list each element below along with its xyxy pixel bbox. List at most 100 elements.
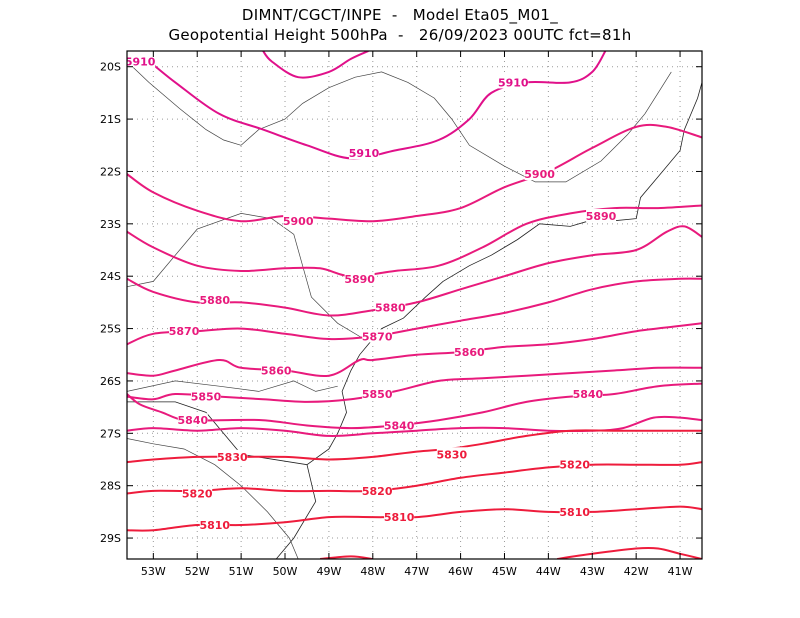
contour-label-bg (559, 457, 590, 471)
contour-label-bg (384, 418, 415, 432)
x-tick-label: 52W (185, 565, 210, 578)
x-tick-label: 47W (404, 565, 429, 578)
contour-label-bg (261, 363, 292, 377)
contour-label: 5880 (199, 294, 230, 307)
contour-line-5910 (262, 51, 369, 79)
contour-label-bg (127, 54, 156, 68)
y-tick-label: 25S (100, 323, 121, 336)
contour-label-bg (454, 345, 485, 359)
x-tick-label: 48W (360, 565, 385, 578)
x-tick-label: 50W (273, 565, 298, 578)
contour-label: 5880 (375, 302, 406, 315)
contour-label: 5810 (199, 519, 230, 532)
contour-label-bg (199, 517, 230, 531)
contour-line-5910 (127, 51, 607, 160)
x-tick-label: 51W (229, 565, 254, 578)
contour-line-5830 (127, 429, 702, 464)
contour-label: 5820 (559, 459, 590, 472)
axis-ticks: 53W 52W 51W 50W 49W 48W 47W 46W 45W 44W 43W 42W 41W 2… (100, 51, 702, 578)
state-border (127, 438, 299, 559)
contour-label-bg (375, 300, 406, 314)
y-tick-label: 26S (100, 375, 121, 388)
y-tick-label: 28S (100, 480, 121, 493)
contour-label-bg (283, 214, 314, 228)
y-tick-label: 20S (100, 61, 121, 74)
contour-label: 5910 (125, 55, 156, 68)
contour-label: 5900 (524, 168, 555, 181)
contour-line-5870 (127, 277, 702, 346)
x-tick-label: 41W (668, 565, 693, 578)
contour-label: 5810 (559, 506, 590, 519)
contour-label: 5840 (384, 419, 415, 432)
coastline-south (275, 464, 317, 559)
x-tick-label: 42W (624, 565, 649, 578)
contour-label-bg (169, 324, 200, 338)
contour-label: 5840 (178, 414, 209, 427)
contour-line-5820 (127, 461, 702, 495)
contour-label: 5870 (169, 325, 200, 338)
contour-label: 5870 (362, 330, 393, 343)
contour-label-bg (177, 413, 208, 427)
contour-label-bg (191, 389, 222, 403)
contour-label-bg (362, 329, 393, 343)
contour-label: 5910 (498, 76, 529, 89)
contour-label-bg (384, 510, 415, 524)
contour-line-5900 (127, 123, 702, 223)
contour-label: 5910 (349, 147, 380, 160)
contour-label: 5900 (283, 215, 314, 228)
contour-label-bg (217, 449, 248, 463)
contour-label: 5860 (454, 346, 485, 359)
contour-label: 5890 (344, 273, 375, 286)
contour-label: 5810 (384, 511, 415, 524)
contour-label-bg (199, 292, 230, 306)
state-border (127, 213, 365, 340)
x-tick-label: 44W (536, 565, 561, 578)
y-tick-label: 22S (100, 165, 121, 178)
contour-label: 5820 (362, 485, 393, 498)
contour-label-bg (344, 271, 375, 285)
coastline (127, 82, 702, 466)
contour-label: 5850 (191, 391, 222, 404)
contour-label-bg (349, 146, 380, 160)
y-tick-label: 21S (100, 113, 121, 126)
contour-label: 5830 (217, 451, 248, 464)
state-border (127, 380, 338, 392)
contour-line-5800 (557, 546, 702, 559)
contour-label-bg (362, 387, 393, 401)
x-tick-label: 53W (141, 565, 166, 578)
contour-label-bg (586, 208, 617, 222)
contour-layer: 5910 5910 5910 5900 5900 5890 5890 5880 5880 5870… (125, 51, 702, 559)
contour-label-bg (498, 75, 529, 89)
geography-layer (127, 61, 702, 559)
y-tick-label: 27S (100, 427, 121, 440)
state-border (240, 71, 672, 183)
contour-line-5850 (127, 366, 702, 403)
contour-label-bg (572, 387, 603, 401)
x-tick-label: 45W (492, 565, 517, 578)
x-tick-label: 46W (448, 565, 473, 578)
contour-line-5860 (127, 322, 702, 378)
y-tick-label: 29S (100, 532, 121, 545)
contour-line-5840 (127, 415, 702, 437)
contour-line-5800 (320, 555, 373, 559)
state-border (127, 61, 242, 146)
x-tick-label: 49W (316, 565, 341, 578)
contour-label: 5890 (586, 210, 617, 223)
contour-label: 5830 (436, 448, 467, 461)
map-title-line1: DIMNT/CGCT/INPE - Model Eta05_M01_ (241, 6, 559, 24)
x-tick-label: 43W (580, 565, 605, 578)
contour-label-bg (362, 483, 393, 497)
contour-label: 5820 (182, 488, 213, 501)
y-tick-label: 23S (100, 218, 121, 231)
contour-label: 5860 (261, 364, 292, 377)
contour-label: 5840 (573, 388, 604, 401)
contour-label: 5850 (362, 388, 393, 401)
map-title-line2: Geopotential Height 500hPa - 26/09/2023 … (168, 26, 632, 44)
map-frame (126, 50, 703, 560)
contour-label-bg (182, 486, 213, 500)
y-tick-label: 24S (100, 270, 121, 283)
contour-label-bg (436, 447, 467, 461)
contour-label-bg (524, 167, 555, 181)
contour-label-bg (559, 504, 590, 518)
